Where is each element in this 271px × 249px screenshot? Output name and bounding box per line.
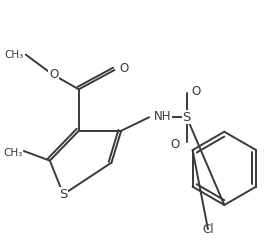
Text: S: S — [59, 188, 67, 201]
Text: Cl: Cl — [202, 223, 214, 236]
Text: O: O — [192, 85, 201, 98]
Text: CH₃: CH₃ — [5, 50, 24, 60]
Text: NH: NH — [154, 110, 172, 123]
Text: O: O — [119, 62, 128, 75]
Text: CH₃: CH₃ — [4, 148, 23, 158]
Text: S: S — [183, 111, 191, 124]
Text: O: O — [49, 68, 58, 81]
Text: O: O — [171, 138, 180, 151]
